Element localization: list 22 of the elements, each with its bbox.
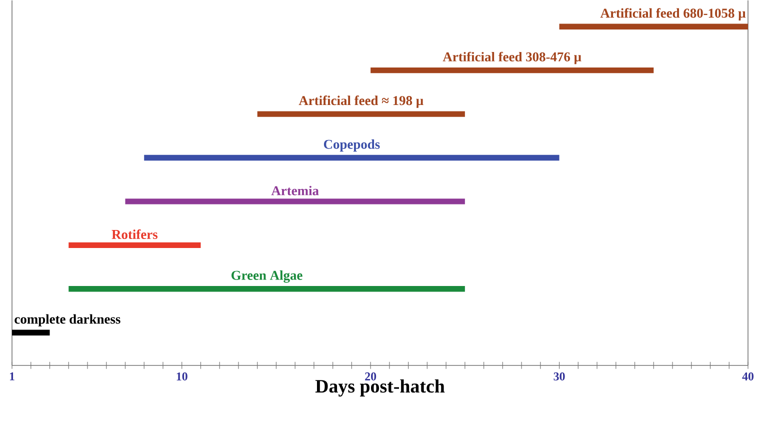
bar	[144, 154, 560, 160]
bar	[370, 67, 654, 73]
x-tick-label: 1	[10, 372, 14, 380]
x-tick-label: 30	[554, 372, 565, 380]
bar	[12, 330, 50, 336]
y-tick-label: Green Algae	[232, 270, 302, 283]
y-tick-label: Artificial feed ≈ 198 µ	[298, 95, 424, 108]
bar	[257, 111, 465, 117]
y-tick-label: Artificial feed 680-1058 µ	[600, 8, 746, 20]
bar	[68, 286, 465, 292]
y-tick-label: Copepods	[324, 139, 380, 152]
x-tick-label: 20	[365, 372, 376, 380]
bar	[559, 24, 748, 30]
y-tick-label: Artemia	[271, 186, 319, 196]
y-tick-label: Rotifers	[112, 229, 158, 239]
y-tick-label: complete darkness	[14, 314, 120, 326]
y-tick-label: Artificial feed 308-476 µ	[442, 52, 582, 64]
x-tick-label: 40	[742, 372, 754, 380]
bar	[125, 198, 465, 204]
x-tick-label: 10	[176, 372, 188, 380]
x-axis-title: Days post-hatch	[315, 379, 445, 396]
bar	[68, 242, 201, 248]
